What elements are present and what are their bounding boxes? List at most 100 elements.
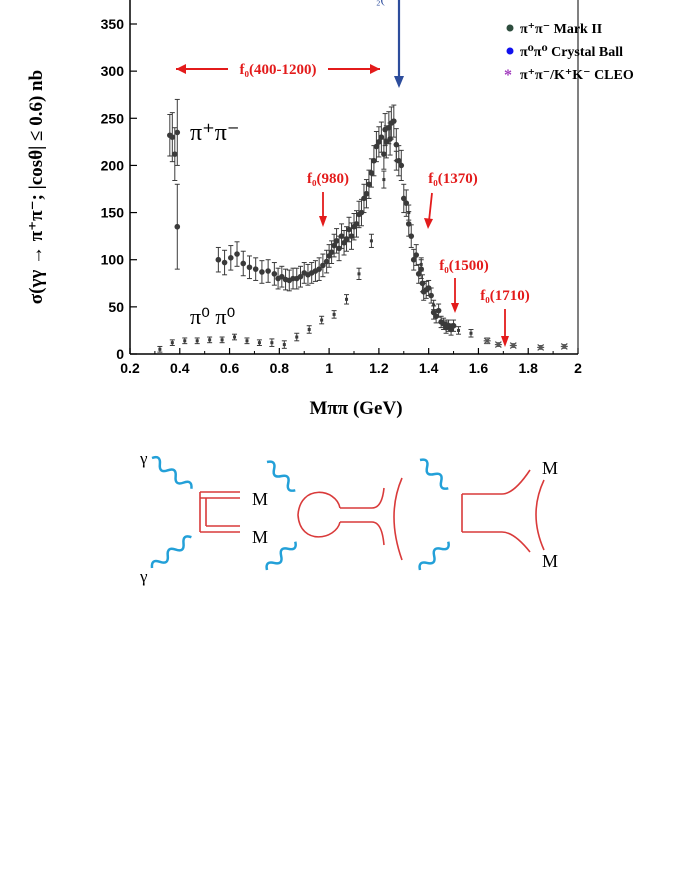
legend-marker-cleo: * (504, 67, 512, 84)
gamma-label-bottom: γ (139, 567, 148, 586)
y-tick-label: 200 (101, 157, 125, 173)
data-point-cleo (560, 343, 568, 350)
meson-label-3a: M (542, 458, 558, 478)
f0-1500-label: f₀(1500) (439, 258, 488, 274)
data-point-neutral (219, 336, 225, 344)
data-point-charged (391, 104, 397, 138)
data-point-charged (297, 265, 304, 288)
data-point-charged (413, 244, 420, 266)
x-tick-label: 1.6 (469, 360, 489, 376)
data-point-cleo (537, 343, 545, 351)
data-point-charged (410, 248, 417, 271)
data-point-charged (271, 262, 278, 286)
y-tick-label: 0 (116, 346, 124, 362)
f0-980-annotation: f₀(980) (307, 171, 349, 227)
data-point-charged (381, 138, 387, 170)
data-point-charged (282, 268, 289, 291)
data-point-neutral (182, 337, 188, 345)
photon-line-top (151, 455, 193, 489)
diagram-2 (265, 460, 403, 571)
y-tick-label: 250 (101, 110, 125, 126)
photon-line-top-2 (266, 460, 296, 492)
data-point-charged (338, 223, 345, 249)
data-point-neutral (393, 150, 399, 171)
y-tick-label: 350 (101, 16, 125, 32)
data-point-neutral (331, 310, 337, 319)
data-point-neutral (294, 332, 300, 342)
data-point-neutral (368, 233, 374, 248)
y-tick-label: 100 (101, 252, 125, 268)
data-point-charged (366, 169, 372, 199)
data-point-charged (252, 257, 259, 281)
meson-label-1b: M (252, 527, 268, 547)
y-axis-label: σ(γγ → π⁺π⁻; |cosθ| ≤ 0.6) nb (26, 70, 47, 304)
photon-line-bottom (150, 535, 192, 569)
data-point-neutral (207, 336, 213, 344)
data-point-charged (259, 260, 265, 284)
data-point-charged (172, 127, 178, 182)
photon-line-bottom-2 (265, 541, 297, 571)
blob-2 (297, 491, 341, 538)
data-point-charged (398, 149, 405, 182)
meson-line-1 (199, 491, 240, 533)
photon-line-top-3 (419, 458, 449, 490)
meson-label-3b: M (542, 551, 558, 571)
box-3 (461, 493, 502, 533)
meson-label-1a: M (252, 489, 268, 509)
data-point-charged (240, 250, 247, 277)
f0-1370-label: f₀(1370) (428, 171, 477, 187)
f2-1270-arrow-head (394, 76, 404, 88)
x-tick-label: 1.2 (369, 360, 389, 376)
legend-marker-crystal-ball (506, 47, 514, 55)
cross-section-chart: 0.2 0.4 0.6 0.8 1 1.2 1.4 1.6 1.8 2 0 50 100 150 200 2… (26, 0, 634, 419)
data-point-charged (388, 106, 395, 140)
data-point-neutral (356, 267, 362, 281)
x-axis-label: Mππ (GeV) (309, 398, 402, 419)
diagram-3: M M (418, 458, 558, 571)
x-tick-label: 0.8 (270, 360, 290, 376)
data-point-neutral (456, 326, 462, 335)
data-point-neutral (269, 338, 275, 347)
data-point-charged (435, 303, 442, 318)
data-point-cleo (494, 341, 502, 348)
data-point-charged (346, 216, 352, 243)
f0-1710-annotation: f₀(1710) (480, 288, 530, 347)
data-point-charged (228, 245, 234, 271)
data-point-neutral (431, 299, 437, 311)
y-tick-label: 50 (108, 299, 124, 315)
data-point-charged (408, 224, 415, 248)
f0-1500-annotation: f₀(1500) (439, 258, 489, 313)
legend-label-crystal-ball: π⁰π⁰ Crystal Ball (520, 45, 623, 60)
data-point-charged (215, 246, 222, 273)
y-tick-label: 150 (101, 205, 125, 221)
f0-band-label: f₀(400-1200) (240, 62, 317, 78)
data-point-neutral (169, 339, 175, 347)
data-point-neutral (418, 257, 424, 272)
f0-1710-label: f₀(1710) (480, 288, 529, 304)
x-tick-label: 2 (574, 360, 582, 376)
f2-1270-label-fragment: ₂( (376, 0, 385, 6)
data-point-cleo (483, 337, 491, 345)
charged-series-label: π⁺π⁻ (190, 120, 240, 146)
x-tick-label: 0.4 (170, 360, 190, 376)
f0-980-label: f₀(980) (307, 171, 349, 187)
data-point-charged (323, 249, 330, 274)
legend-marker-mark-ii (506, 24, 514, 32)
legend-label-mark-ii: π⁺π⁻ Mark II (520, 22, 602, 37)
data-point-neutral (256, 339, 262, 347)
data-point-neutral (406, 204, 412, 221)
data-point-charged (400, 183, 407, 214)
data-point-charged (246, 255, 253, 280)
data-point-neutral (319, 315, 325, 325)
data-point-charged (221, 249, 228, 276)
f0-1370-annotation: f₀(1370) (424, 171, 478, 229)
arc-3 (535, 479, 545, 551)
legend: π⁺π⁻ Mark II π⁰π⁰ Crystal Ball * π⁺π⁻/K⁺… (504, 22, 634, 84)
y-tick-label: 300 (101, 63, 125, 79)
data-point-charged (234, 241, 240, 267)
data-point-charged (450, 319, 457, 332)
x-tick-label: 1.8 (518, 360, 538, 376)
data-point-charged (343, 226, 350, 252)
data-point-neutral (381, 170, 387, 189)
diagram-1: γ γ M M (139, 449, 268, 586)
